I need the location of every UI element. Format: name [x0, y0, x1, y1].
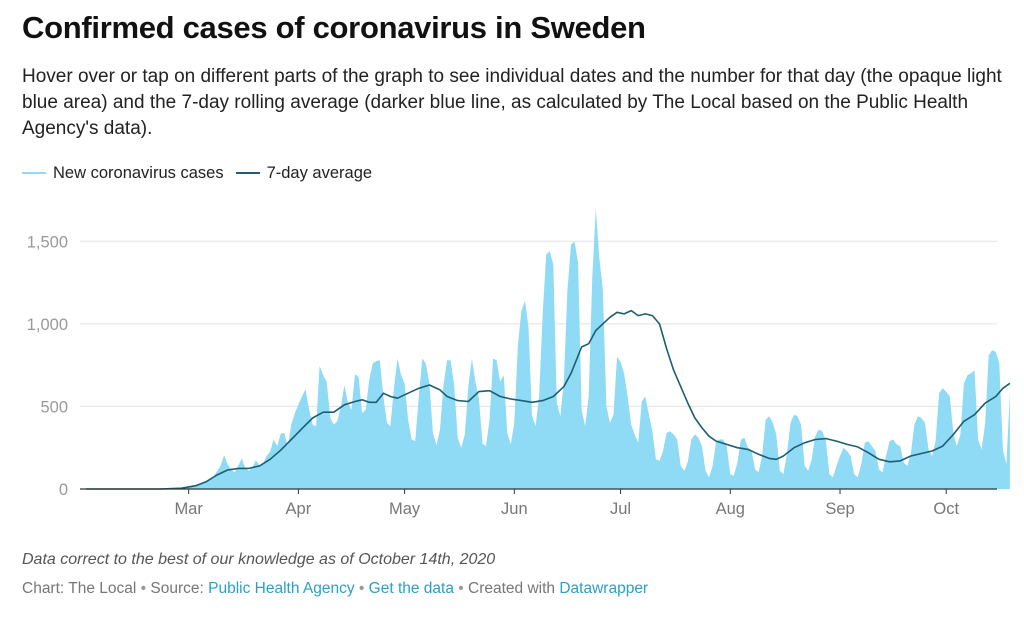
average-line-layer[interactable] [86, 309, 1011, 490]
credits: Chart: The Local • Source: Public Health… [22, 580, 648, 598]
x-tick-label: Apr [286, 500, 312, 518]
source-label: Source: [150, 580, 204, 597]
y-tick-label: 0 [59, 481, 68, 499]
y-tick-label: 1,500 [27, 233, 68, 251]
cases-chart[interactable]: 0 500 1,000 1,500 Mar Apr May Jun Jul Aug Sep Oct [0, 195, 1024, 525]
legend-swatch-average [235, 172, 260, 174]
legend-item-average: 7-day average [235, 163, 373, 183]
legend-label-daily: New coronavirus cases [53, 163, 224, 182]
datawrapper-link[interactable]: Datawrapper [559, 580, 649, 597]
daily-cases-area[interactable] [86, 208, 1010, 490]
x-axis: Mar Apr May Jun Jul Aug Sep Oct [80, 488, 997, 518]
x-tick-label: Mar [174, 500, 203, 518]
get-data-link[interactable]: Get the data [368, 580, 454, 597]
legend-label-average: 7-day average [266, 163, 373, 182]
chart-title: Confirmed cases of coronavirus in Sweden [22, 10, 646, 45]
source-link[interactable]: Public Health Agency [208, 580, 355, 597]
legend-swatch-daily [22, 172, 46, 174]
x-tick-label: May [389, 500, 421, 518]
separator: • [358, 580, 365, 597]
x-tick-label: Jun [501, 500, 528, 518]
data-note: Data correct to the best of our knowledg… [22, 551, 496, 568]
chart-subtitle: Hover over or tap on different parts of … [22, 66, 1002, 139]
x-tick-label: Oct [933, 500, 959, 518]
seven-day-average-line[interactable] [86, 309, 1011, 490]
separator: • [458, 580, 464, 597]
y-axis: 0 500 1,000 1,500 [27, 233, 68, 499]
legend-item-daily: New coronavirus cases [22, 164, 224, 183]
y-tick-label: 500 [40, 398, 68, 416]
created-with-label: Created with [468, 580, 556, 597]
legend: New coronavirus cases 7-day average [22, 162, 384, 184]
gridlines [80, 240, 997, 407]
x-tick-label: Aug [716, 500, 745, 518]
separator: • [140, 580, 147, 597]
daily-cases-layer[interactable] [86, 208, 1010, 490]
chart-author: Chart: The Local [22, 580, 137, 597]
x-tick-label: Sep [825, 500, 854, 518]
y-tick-label: 1,000 [27, 316, 68, 334]
x-tick-label: Jul [610, 500, 631, 518]
